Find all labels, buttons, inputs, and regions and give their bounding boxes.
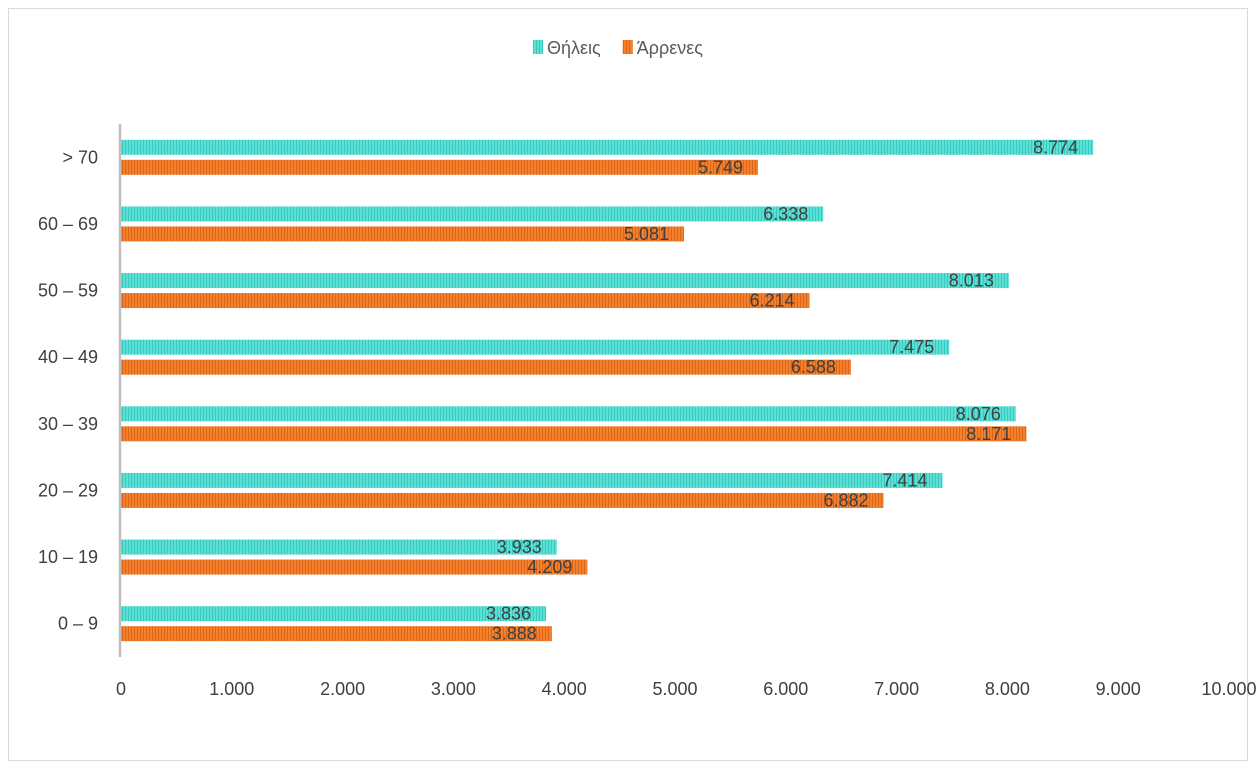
bar-female-7 (121, 139, 1094, 155)
legend-swatch-female (533, 40, 543, 54)
value-label-male-4: 6.588 (791, 357, 836, 377)
x-tick-label-2: 2.000 (320, 679, 365, 699)
bar-male-5 (121, 293, 810, 309)
value-label-female-7: 8.774 (1033, 137, 1078, 157)
x-tick-label-9: 9.000 (1096, 679, 1141, 699)
bar-male-4 (121, 359, 851, 375)
y-tick-label-3: 30 – 39 (38, 414, 98, 434)
bar-female-2 (121, 472, 943, 488)
bar-male-7 (121, 159, 758, 175)
value-label-male-3: 8.171 (966, 424, 1011, 444)
bar-female-6 (121, 206, 824, 222)
y-tick-label-7: > 70 (62, 147, 98, 167)
x-tick-label-1: 1.000 (209, 679, 254, 699)
bar-male-0 (121, 626, 552, 642)
x-tick-label-7: 7.000 (874, 679, 919, 699)
bar-male-6 (121, 226, 684, 242)
y-tick-label-1: 10 – 19 (38, 547, 98, 567)
value-label-male-7: 5.749 (698, 157, 743, 177)
value-label-male-5: 6.214 (749, 291, 794, 311)
y-tick-label-4: 40 – 49 (38, 347, 98, 367)
value-label-male-0: 3.888 (492, 624, 537, 644)
value-label-female-0: 3.836 (486, 604, 531, 624)
value-label-male-1: 4.209 (527, 557, 572, 577)
value-label-female-4: 7.475 (889, 337, 934, 357)
value-label-male-2: 6.882 (823, 490, 868, 510)
y-tick-label-5: 50 – 59 (38, 281, 98, 301)
value-label-female-2: 7.414 (882, 470, 927, 490)
bar-male-3 (121, 426, 1027, 442)
y-tick-label-6: 60 – 69 (38, 214, 98, 234)
x-tick-label-10: 10.000 (1201, 679, 1256, 699)
x-tick-label-6: 6.000 (763, 679, 808, 699)
bars-group (121, 139, 1094, 642)
y-tick-label-2: 20 – 29 (38, 480, 98, 500)
legend: Θήλεις Άρρενες (533, 38, 703, 58)
x-tick-label-4: 4.000 (542, 679, 587, 699)
bar-female-5 (121, 273, 1009, 289)
value-label-male-6: 5.081 (624, 224, 669, 244)
x-tick-label-3: 3.000 (431, 679, 476, 699)
value-label-female-1: 3.933 (497, 537, 542, 557)
y-tick-label-0: 0 – 9 (58, 614, 98, 634)
bar-male-2 (121, 492, 884, 508)
bar-female-3 (121, 406, 1016, 422)
x-tick-label-0: 0 (116, 679, 126, 699)
legend-label-male: Άρρενες (637, 38, 704, 58)
legend-label-female: Θήλεις (547, 38, 601, 58)
value-label-female-6: 6.338 (763, 204, 808, 224)
x-tick-label-5: 5.000 (652, 679, 697, 699)
bar-male-1 (121, 559, 588, 575)
value-label-female-5: 8.013 (949, 271, 994, 291)
x-tick-label-8: 8.000 (985, 679, 1030, 699)
bar-female-0 (121, 606, 547, 622)
value-label-female-3: 8.076 (956, 404, 1001, 424)
bar-female-1 (121, 539, 557, 555)
bar-female-4 (121, 339, 950, 355)
y-axis: 0 – 9 10 – 19 20 – 29 30 – 39 40 – 49 50 – 59… (38, 124, 122, 657)
legend-swatch-male (622, 40, 633, 54)
x-axis: 0 1.000 2.000 3.000 4.000 5.000 6.000 7.000 8.00… (116, 679, 1256, 699)
